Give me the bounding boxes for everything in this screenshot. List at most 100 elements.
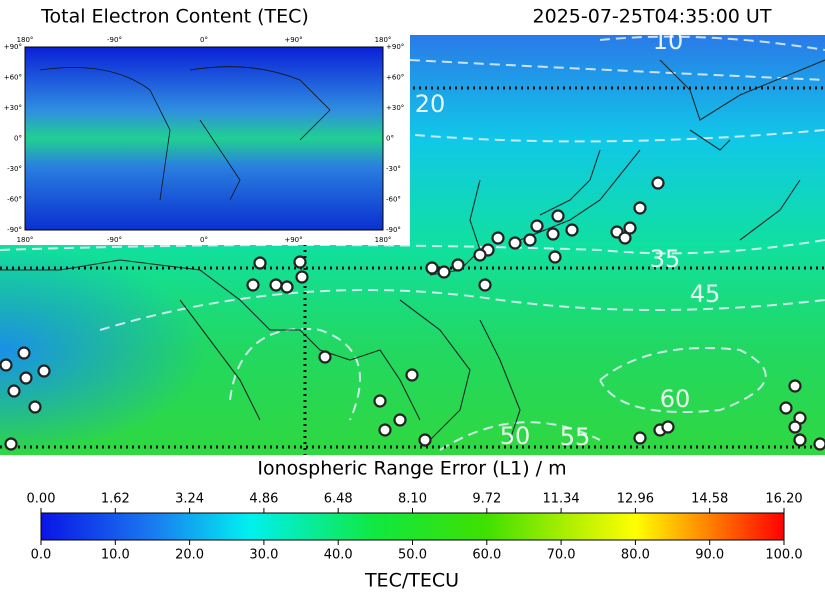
- tick-label: 3.24: [175, 492, 204, 507]
- tick-label: 4.86: [249, 492, 278, 507]
- tick-label: 0.00: [27, 492, 56, 507]
- lat-label: +60°: [4, 74, 22, 82]
- tick-label: 11.34: [542, 492, 579, 507]
- lon-label: 0°: [200, 236, 208, 244]
- station: [269, 278, 283, 292]
- station: [813, 437, 825, 451]
- tick-label: 14.58: [691, 492, 728, 507]
- station: [425, 261, 439, 275]
- colorbar: [40, 512, 785, 541]
- tick-label: 8.10: [398, 492, 427, 507]
- lon-label: 180°: [17, 36, 34, 44]
- contour-label: 45: [690, 280, 721, 308]
- station: [788, 379, 802, 393]
- lon-label: -90°: [107, 236, 122, 244]
- station: [280, 280, 294, 294]
- station: [378, 423, 392, 437]
- station: [478, 278, 492, 292]
- lon-label: +90°: [284, 236, 302, 244]
- inset-labels: 180°180°-90°-90°0°0°+90°+90°180°180°+90°…: [4, 36, 405, 244]
- tick-label: 60.0: [472, 548, 501, 563]
- lat-label: -30°: [7, 165, 22, 173]
- station: [246, 278, 260, 292]
- station: [788, 420, 802, 434]
- tick-label: 20.0: [175, 548, 204, 563]
- station: [551, 209, 565, 223]
- title: Total Electron Content (TEC): [40, 6, 309, 28]
- contour-label: 50: [500, 422, 531, 450]
- station: [661, 420, 675, 434]
- colorbar-label: TEC/TECU: [364, 570, 459, 592]
- station: [253, 256, 267, 270]
- station: [508, 236, 522, 250]
- station: [7, 384, 21, 398]
- contour: [99, 289, 825, 331]
- contour: [599, 347, 767, 413]
- tick-label: 1.62: [101, 492, 130, 507]
- station: [473, 248, 487, 262]
- contour: [414, 129, 825, 143]
- tick-label: 16.20: [765, 492, 802, 507]
- lat-label: -90°: [7, 226, 22, 234]
- station: [623, 221, 637, 235]
- station: [0, 358, 13, 372]
- station: [618, 231, 632, 245]
- inset-map: 180°180°-90°-90°0°0°+90°+90°180°180°+90°…: [0, 35, 410, 245]
- station: [19, 371, 33, 385]
- station: [491, 231, 505, 245]
- lat-label: 0°: [14, 135, 22, 143]
- colorbar-ticks: 0.0 10.0 20.0 30.0 40.0 50.0 60.0 70.0 80.0 90.0 1…: [27, 492, 803, 563]
- lat-label: +90°: [386, 43, 404, 51]
- lon-label: 180°: [375, 236, 392, 244]
- lon-label: -90°: [107, 36, 122, 44]
- tick-label: 10.0: [101, 548, 130, 563]
- contour-label: 60: [660, 385, 691, 413]
- station: [548, 250, 562, 264]
- tick-label: 100.0: [765, 548, 802, 563]
- tick-label: 9.72: [472, 492, 501, 507]
- lat-label: +60°: [386, 74, 404, 82]
- lon-label: 180°: [17, 236, 34, 244]
- station: [651, 176, 665, 190]
- lat-label: -90°: [386, 226, 401, 234]
- station: [393, 413, 407, 427]
- stations: [0, 176, 825, 451]
- contour: [599, 35, 825, 51]
- station: [418, 433, 432, 447]
- lat-label: -60°: [386, 196, 401, 204]
- tick-label: 70.0: [547, 548, 576, 563]
- station: [437, 265, 451, 279]
- lon-label: 0°: [200, 36, 208, 44]
- inset-coastline: [39, 66, 331, 201]
- station: [530, 219, 544, 233]
- inset-background: [24, 46, 384, 231]
- timestamp: 2025-07-25T04:35:00 UT: [533, 6, 772, 28]
- station: [4, 437, 18, 451]
- station: [28, 400, 42, 414]
- station: [633, 431, 647, 445]
- contour: [439, 421, 601, 451]
- station: [546, 227, 560, 241]
- station: [779, 401, 793, 415]
- station: [405, 368, 419, 382]
- lat-label: +30°: [386, 104, 404, 112]
- lat-label: +30°: [4, 104, 22, 112]
- station: [37, 364, 51, 378]
- tick-label: 12.96: [617, 492, 654, 507]
- contour-labels: 10 20 35 45 50 55 60: [415, 27, 721, 451]
- contour-label: 55: [560, 423, 591, 451]
- contour-label: 10: [653, 27, 684, 55]
- station: [633, 201, 647, 215]
- lat-label: -60°: [7, 196, 22, 204]
- station: [793, 433, 807, 447]
- lon-label: 180°: [375, 36, 392, 44]
- lat-label: -30°: [386, 165, 401, 173]
- lon-label: +90°: [284, 36, 302, 44]
- contour-label: 20: [415, 90, 446, 118]
- grid-lines: [0, 86, 825, 455]
- station: [373, 394, 387, 408]
- station: [451, 258, 465, 272]
- station: [523, 233, 537, 247]
- station: [17, 346, 31, 360]
